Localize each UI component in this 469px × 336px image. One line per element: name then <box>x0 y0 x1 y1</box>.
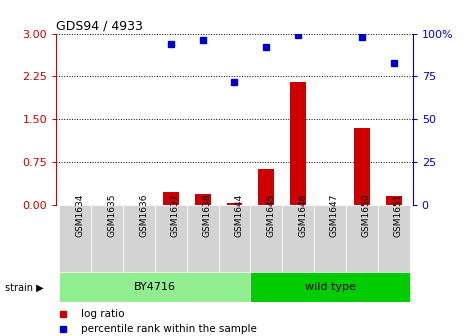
Text: GSM1644: GSM1644 <box>234 194 243 237</box>
Text: GSM1651: GSM1651 <box>393 193 402 237</box>
FancyBboxPatch shape <box>314 205 346 272</box>
FancyBboxPatch shape <box>60 205 91 272</box>
FancyBboxPatch shape <box>250 205 282 272</box>
FancyBboxPatch shape <box>378 205 409 272</box>
FancyBboxPatch shape <box>346 205 378 272</box>
Bar <box>354 128 370 205</box>
Text: GSM1650: GSM1650 <box>362 193 371 237</box>
Text: BY4716: BY4716 <box>134 282 176 292</box>
Bar <box>163 193 179 205</box>
Bar <box>195 194 211 205</box>
Text: GSM1645: GSM1645 <box>266 193 275 237</box>
FancyBboxPatch shape <box>219 205 250 272</box>
Text: wild type: wild type <box>304 282 356 292</box>
Text: GSM1646: GSM1646 <box>298 193 307 237</box>
FancyBboxPatch shape <box>155 205 187 272</box>
FancyBboxPatch shape <box>282 205 314 272</box>
Text: percentile rank within the sample: percentile rank within the sample <box>81 324 257 334</box>
Text: GSM1636: GSM1636 <box>139 193 148 237</box>
Bar <box>290 82 306 205</box>
Bar <box>258 169 274 205</box>
Text: GSM1637: GSM1637 <box>171 193 180 237</box>
Text: log ratio: log ratio <box>81 309 125 319</box>
Text: GDS94 / 4933: GDS94 / 4933 <box>56 19 143 33</box>
Text: GSM1647: GSM1647 <box>330 193 339 237</box>
FancyBboxPatch shape <box>123 205 155 272</box>
FancyBboxPatch shape <box>250 272 409 302</box>
FancyBboxPatch shape <box>91 205 123 272</box>
Text: GSM1634: GSM1634 <box>76 193 84 237</box>
Bar <box>227 203 242 205</box>
Text: GSM1638: GSM1638 <box>203 193 212 237</box>
Text: strain ▶: strain ▶ <box>5 282 43 292</box>
FancyBboxPatch shape <box>60 272 250 302</box>
Text: GSM1635: GSM1635 <box>107 193 116 237</box>
Bar <box>386 196 401 205</box>
FancyBboxPatch shape <box>187 205 219 272</box>
